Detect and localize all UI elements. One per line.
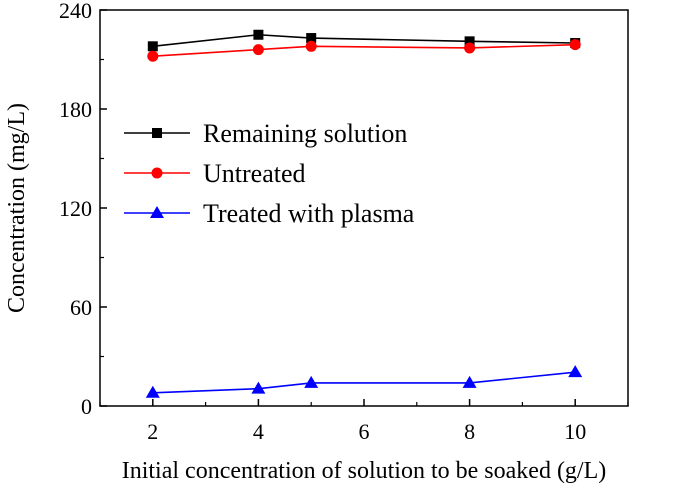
x-tick-label: 10: [564, 419, 586, 444]
data-point: [464, 42, 476, 54]
data-point: [305, 40, 317, 52]
legend-label: Remaining solution: [203, 119, 407, 148]
series-line: [152, 371, 576, 394]
y-axis: 0 60 120 180 240: [59, 0, 107, 419]
y-tick-label: 240: [59, 0, 92, 23]
y-tick-label: 0: [81, 394, 92, 419]
legend-marker: [150, 206, 164, 218]
data-point: [147, 50, 159, 62]
x-tick-label: 6: [359, 419, 370, 444]
legend: Remaining solution Untreated Treated with …: [124, 119, 415, 228]
x-axis-label: Initial concentration of solution to be …: [122, 458, 607, 484]
legend-label: Treated with plasma: [203, 199, 415, 228]
y-tick-label: 120: [59, 196, 92, 221]
legend-label: Untreated: [203, 159, 306, 188]
data-point: [304, 375, 319, 388]
data-point: [568, 365, 583, 378]
series-square: [147, 29, 581, 52]
series-line: [152, 43, 576, 57]
data-point: [253, 29, 264, 40]
legend-marker: [152, 128, 162, 138]
series-line: [152, 33, 576, 48]
data-point: [252, 44, 264, 56]
data-point: [462, 375, 477, 388]
data-point: [147, 41, 158, 52]
x-tick-label: 2: [147, 419, 158, 444]
data-point: [251, 381, 266, 394]
data-point: [306, 33, 317, 44]
data-point: [464, 36, 475, 47]
legend-marker: [151, 167, 163, 179]
y-axis-label: Concentration (mg/L): [4, 103, 30, 313]
y-tick-label: 180: [59, 97, 92, 122]
y-tick-label: 60: [70, 295, 92, 320]
series-circle: [147, 39, 581, 62]
data-point: [569, 39, 581, 51]
x-tick-label: 4: [253, 419, 264, 444]
series-layer: [145, 29, 583, 398]
data-point: [145, 385, 160, 398]
x-tick-label: 8: [464, 419, 475, 444]
series-triangle: [145, 365, 583, 398]
x-axis: 2 4 6 8 10: [99, 399, 629, 444]
